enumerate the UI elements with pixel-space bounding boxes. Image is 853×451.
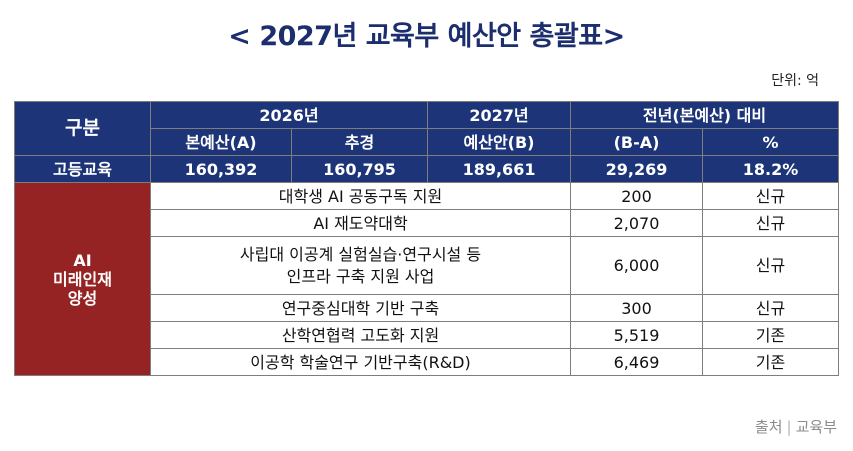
page-title: < 2027년 교육부 예산안 총괄표> [228,21,625,52]
item-amount: 300 [570,294,704,322]
item-amount: 5,519 [570,321,704,349]
header-year-2027: 2027년 [427,101,572,129]
table-row: 이공학 학술연구 기반구축(R&D) 6,469 기존 [15,348,840,376]
header-diff: (B-A) [570,128,704,156]
source-credit: 출처 | 교육부 [755,416,837,437]
item-name-line: 사립대 이공계 실험실습·연구시설 등 [239,244,482,264]
item-name: 사립대 이공계 실험실습·연구시설 등 인프라 구축 지원 사업 [149,236,572,295]
total-percent: 18.2% [702,155,840,183]
header-row-2: 본예산(A) 추경 예산안(B) (B-A) % [15,128,840,156]
header-year-2026: 2026년 [149,101,429,129]
item-name-line: 인프라 구축 지원 사업 [286,266,435,286]
item-amount: 2,070 [570,209,704,237]
header-proposal: 예산안(B) [427,128,572,156]
total-label: 고등교육 [14,155,151,183]
item-name: 이공학 학술연구 기반구축(R&D) [149,348,572,376]
unit-label: 단위: 억 [771,73,819,89]
header-row-1: 구분 2026년 2027년 전년(본예산) 대비 [14,101,840,156]
item-status: 신규 [702,294,840,322]
source-label: 출처 [754,418,783,436]
table-row: AI 재도약대학 2,070 신규 [15,209,840,237]
item-name: 연구중심대학 기반 구축 [149,294,572,322]
header-percent: % [702,128,840,156]
section-label-line: AI [73,250,92,270]
source-org: 교육부 [795,418,837,436]
item-status: 신규 [702,182,840,210]
header-base: 본예산(A) [150,128,292,156]
header-supplementary: 추경 [290,128,429,156]
item-name: 산학연협력 고도화 지원 [149,321,572,349]
item-status: 신규 [702,236,840,295]
total-diff: 29,269 [570,155,704,183]
section-label-line: 양성 [67,288,98,308]
header-category: 구분 [14,101,151,156]
table-row: 사립대 이공계 실험실습·연구시설 등 인프라 구축 지원 사업 6,000 신… [15,236,840,295]
section-label-line: 미래인재 [53,269,112,289]
item-amount: 200 [570,182,704,210]
table-row: 산학연협력 고도화 지원 5,519 기존 [15,321,840,349]
item-status: 기존 [702,321,840,349]
table-row: AI 미래인재 양성 대학생 AI 공동구독 지원 200 신규 [14,182,840,376]
item-status: 기존 [702,348,840,376]
budget-table: 구분 2026년 2027년 전년(본예산) 대비 본예산(A) 추경 예산안(… [14,101,840,376]
source-separator: | [786,418,792,436]
item-status: 신규 [702,209,840,237]
item-amount: 6,000 [570,236,704,295]
item-name: 대학생 AI 공동구독 지원 [149,182,572,210]
section-label: AI 미래인재 양성 [14,182,151,376]
item-amount: 6,469 [570,348,704,376]
total-row: 고등교육 160,392 160,795 189,661 29,269 18.2… [14,155,840,183]
item-name: AI 재도약대학 [149,209,572,237]
total-base: 160,392 [150,155,292,183]
total-supplementary: 160,795 [290,155,429,183]
header-compare: 전년(본예산) 대비 [570,101,840,129]
total-proposal: 189,661 [427,155,572,183]
